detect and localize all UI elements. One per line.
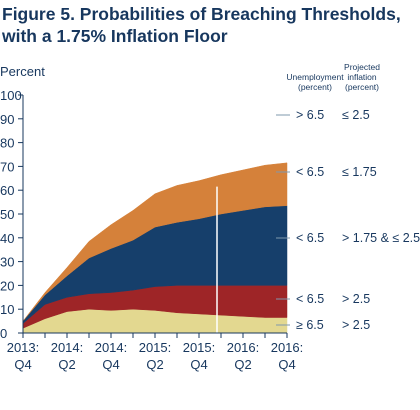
legend-inflation-label: > 1.75 & ≤ 2.5 — [342, 231, 420, 245]
y-tick-label: 70 — [0, 159, 14, 174]
figure-title-line-1: Figure 5. Probabilities of Breaching Thr… — [2, 4, 401, 24]
x-tick-label-year: 2015: — [139, 340, 172, 355]
y-tick-label: 10 — [0, 302, 14, 317]
legend-inflation-label: > 2.5 — [342, 292, 370, 306]
y-tick-label: 60 — [0, 183, 14, 198]
legend: > 6.5 ≤ 2.5 < 6.5 ≤ 1.75 < 6.5 > 1.75 & ≤ 2.5… — [276, 108, 420, 332]
y-tick-label: 30 — [0, 255, 14, 270]
y-tick-label: 20 — [0, 278, 14, 293]
legend-header-unemployment: Unemployment — [286, 72, 344, 82]
legend-header-inflation: inflation — [347, 72, 377, 82]
x-tick-label-quarter: Q4 — [14, 357, 31, 372]
x-tick-label-quarter: Q4 — [102, 357, 119, 372]
legend-header-unemployment: (percent) — [298, 82, 332, 92]
area-series-4 — [22, 162, 288, 322]
x-ticks: 2013: Q4 2014: Q2 2014: Q4 2015: Q2 2015: Q4 2016:… — [7, 333, 304, 372]
legend-headers: Unemployment(percent)Projectedinflation(… — [286, 62, 380, 92]
x-tick-label-year: 2014: — [95, 340, 128, 355]
x-tick-label-quarter: Q2 — [234, 357, 251, 372]
legend-unemployment-label: > 6.5 — [296, 108, 324, 122]
legend-unemployment-label: ≥ 6.5 — [296, 318, 324, 332]
figure-title: Figure 5. Probabilities of Breaching Thr… — [2, 3, 418, 47]
x-tick-label-year: 2013: — [7, 340, 40, 355]
y-tick-label: 0 — [0, 326, 7, 341]
y-tick-label: 90 — [0, 112, 14, 127]
y-axis-label: Percent — [0, 64, 45, 79]
x-tick-label-quarter: Q4 — [278, 357, 295, 372]
legend-inflation-label: ≤ 1.75 — [342, 165, 377, 179]
legend-header-inflation: (percent) — [345, 82, 379, 92]
figure-title-line-2: with a 1.75% Inflation Floor — [2, 26, 228, 46]
legend-header-inflation: Projected — [344, 62, 380, 72]
x-tick-label-quarter: Q2 — [58, 357, 75, 372]
y-tick-label: 100 — [0, 88, 22, 103]
y-tick-label: 80 — [0, 136, 14, 151]
y-tick-label: 50 — [0, 207, 14, 222]
x-tick-label-quarter: Q2 — [146, 357, 163, 372]
y-ticks: 0 10 20 30 40 50 60 70 80 90 100 — [0, 88, 23, 341]
x-tick-label-year: 2015: — [183, 340, 216, 355]
legend-unemployment-label: < 6.5 — [296, 231, 324, 245]
area-layers — [22, 162, 288, 334]
legend-unemployment-label: < 6.5 — [296, 292, 324, 306]
x-tick-label-year: 2016: — [271, 340, 304, 355]
legend-inflation-label: ≤ 2.5 — [342, 108, 370, 122]
x-tick-label-year: 2016: — [227, 340, 260, 355]
legend-inflation-label: > 2.5 — [342, 318, 370, 332]
x-tick-label-year: 2014: — [51, 340, 84, 355]
legend-unemployment-label: < 6.5 — [296, 165, 324, 179]
y-tick-label: 40 — [0, 231, 14, 246]
x-tick-label-quarter: Q4 — [190, 357, 207, 372]
